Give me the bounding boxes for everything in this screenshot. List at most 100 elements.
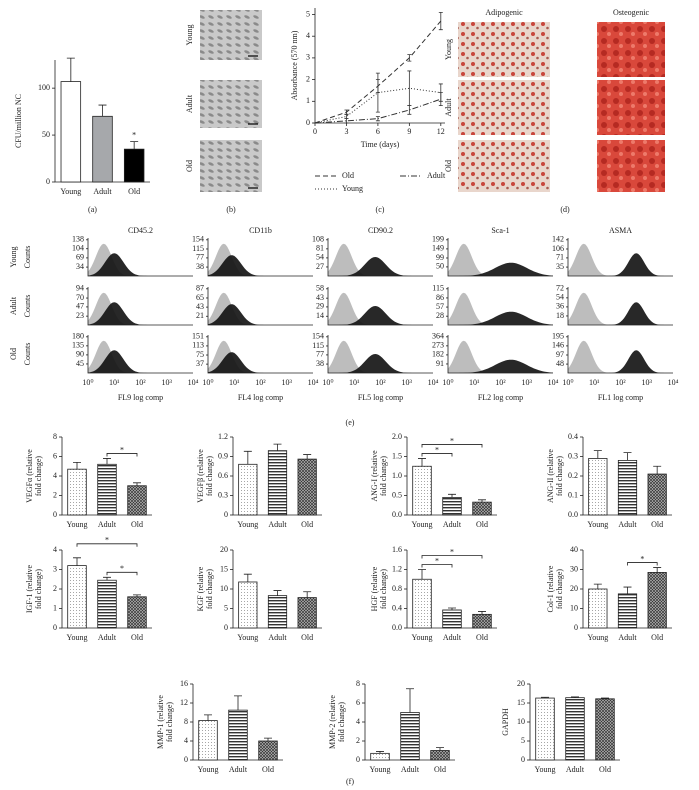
bar	[588, 588, 608, 629]
y-tick-label: 6	[53, 451, 57, 460]
x-tick-label: Young	[198, 765, 219, 774]
x-tick-label: Old	[476, 520, 488, 529]
y-tick-label: 72	[556, 284, 564, 293]
error-bar	[406, 688, 414, 713]
y-axis-label: fold change)	[555, 456, 564, 497]
marker-histogram	[328, 354, 433, 373]
x-tick-label: Young	[412, 520, 433, 529]
y-axis-label: ANG-I (relative	[370, 450, 379, 502]
x-tick-label: 10⁰	[82, 378, 93, 387]
x-tick-label: Old	[651, 520, 663, 529]
y-axis-label: fold change)	[379, 456, 388, 497]
error-bar	[73, 557, 81, 566]
y-tick-label: 36	[556, 302, 564, 311]
x-tick-label: Adult	[618, 520, 637, 529]
x-tick-label: 10⁴	[548, 378, 559, 387]
row-label: Young	[185, 25, 194, 46]
stain-image	[597, 80, 665, 135]
y-axis-label: MMP-1 (relative	[156, 695, 165, 749]
x-tick-label: Adult	[566, 765, 585, 774]
y-tick-label: 54	[556, 293, 564, 302]
error-bar	[601, 697, 609, 699]
y-tick-label: 20	[517, 679, 525, 688]
y-tick-label: 135	[72, 341, 84, 350]
y-tick-label: 0.0	[568, 510, 578, 519]
y-axis-label: fold change)	[555, 569, 564, 610]
x-tick-label: 10⁰	[322, 378, 333, 387]
y-tick-label: 113	[192, 341, 204, 350]
y-axis-label: fold change)	[205, 456, 214, 497]
axes	[327, 287, 433, 326]
x-tick-label: 10²	[255, 378, 266, 387]
error-bar	[375, 72, 380, 113]
y-tick-label: 4	[356, 717, 360, 726]
bar	[442, 497, 462, 516]
x-tick-label: Young	[67, 633, 88, 642]
y-tick-label: 138	[72, 235, 84, 244]
y-tick-label: 10	[517, 717, 525, 726]
y-tick-label: 0.6	[218, 471, 228, 480]
error-bar	[593, 450, 602, 459]
y-axis-label: Col-1 (relative	[546, 565, 555, 612]
y-tick-label: 10	[570, 603, 578, 612]
significance-label: *	[640, 554, 644, 563]
axes	[567, 287, 673, 326]
bar	[97, 463, 117, 516]
x-tick-label: Young	[60, 187, 81, 196]
y-axis-label: fold change)	[205, 569, 214, 610]
x-tick-label: Adult	[93, 187, 112, 196]
y-tick-label: 21	[196, 311, 204, 320]
bar	[92, 115, 113, 183]
y-tick-label: 0.2	[568, 471, 578, 480]
cell-image	[200, 80, 262, 128]
x-tick-label: Old	[301, 633, 313, 642]
y-tick-label: 1.2	[392, 564, 402, 573]
significance-bracket	[627, 562, 658, 566]
y-tick-label: 0.8	[392, 584, 402, 593]
x-tick-label: Adult	[229, 765, 248, 774]
column-label: Adipogenic	[485, 8, 523, 17]
y-tick-label: 45	[76, 359, 84, 368]
y-tick-label: 100	[38, 83, 50, 92]
bar	[647, 473, 667, 516]
row-label: Young	[9, 247, 18, 268]
x-tick-label: Young	[412, 633, 433, 642]
y-tick-label: 154	[192, 235, 204, 244]
error-bar	[344, 113, 349, 120]
y-tick-label: 195	[552, 332, 564, 341]
significance-bracket	[106, 453, 138, 457]
y-axis-label: MMP-2 (relative	[328, 695, 337, 749]
y-tick-label: 43	[316, 293, 324, 302]
significance-label: *	[132, 130, 136, 139]
y-tick-label: 29	[316, 302, 324, 311]
y-axis-label: ANG-II (relative	[546, 449, 555, 503]
panel-label: (e)	[346, 418, 355, 427]
x-tick-label: Old	[301, 520, 313, 529]
error-bar	[234, 695, 242, 711]
row-label: Adult	[444, 98, 453, 117]
y-tick-label: 57	[436, 302, 444, 311]
x-tick-label: Young	[587, 633, 608, 642]
axes	[87, 287, 193, 326]
isotype-histogram	[448, 292, 553, 325]
error-bar	[593, 583, 602, 589]
x-tick-label: 10²	[375, 378, 386, 387]
panel-label: (f)	[346, 777, 354, 786]
y-tick-label: 115	[432, 284, 444, 293]
x-axis-label: FL9 log comp	[118, 393, 163, 402]
y-tick-label: 199	[432, 235, 444, 244]
y-tick-label: 2	[53, 584, 57, 593]
error-bar	[264, 737, 272, 741]
marker-histogram	[208, 255, 313, 276]
y-tick-label: 87	[196, 284, 204, 293]
y-tick-label: 0.4	[392, 603, 402, 612]
bar	[430, 750, 450, 761]
stain-image	[458, 22, 550, 77]
axes	[447, 335, 553, 374]
row-label: Adult	[185, 94, 194, 113]
y-tick-label: 18	[556, 311, 564, 320]
bar	[267, 595, 288, 629]
bar	[267, 450, 288, 516]
y-tick-label: 0	[184, 755, 188, 764]
